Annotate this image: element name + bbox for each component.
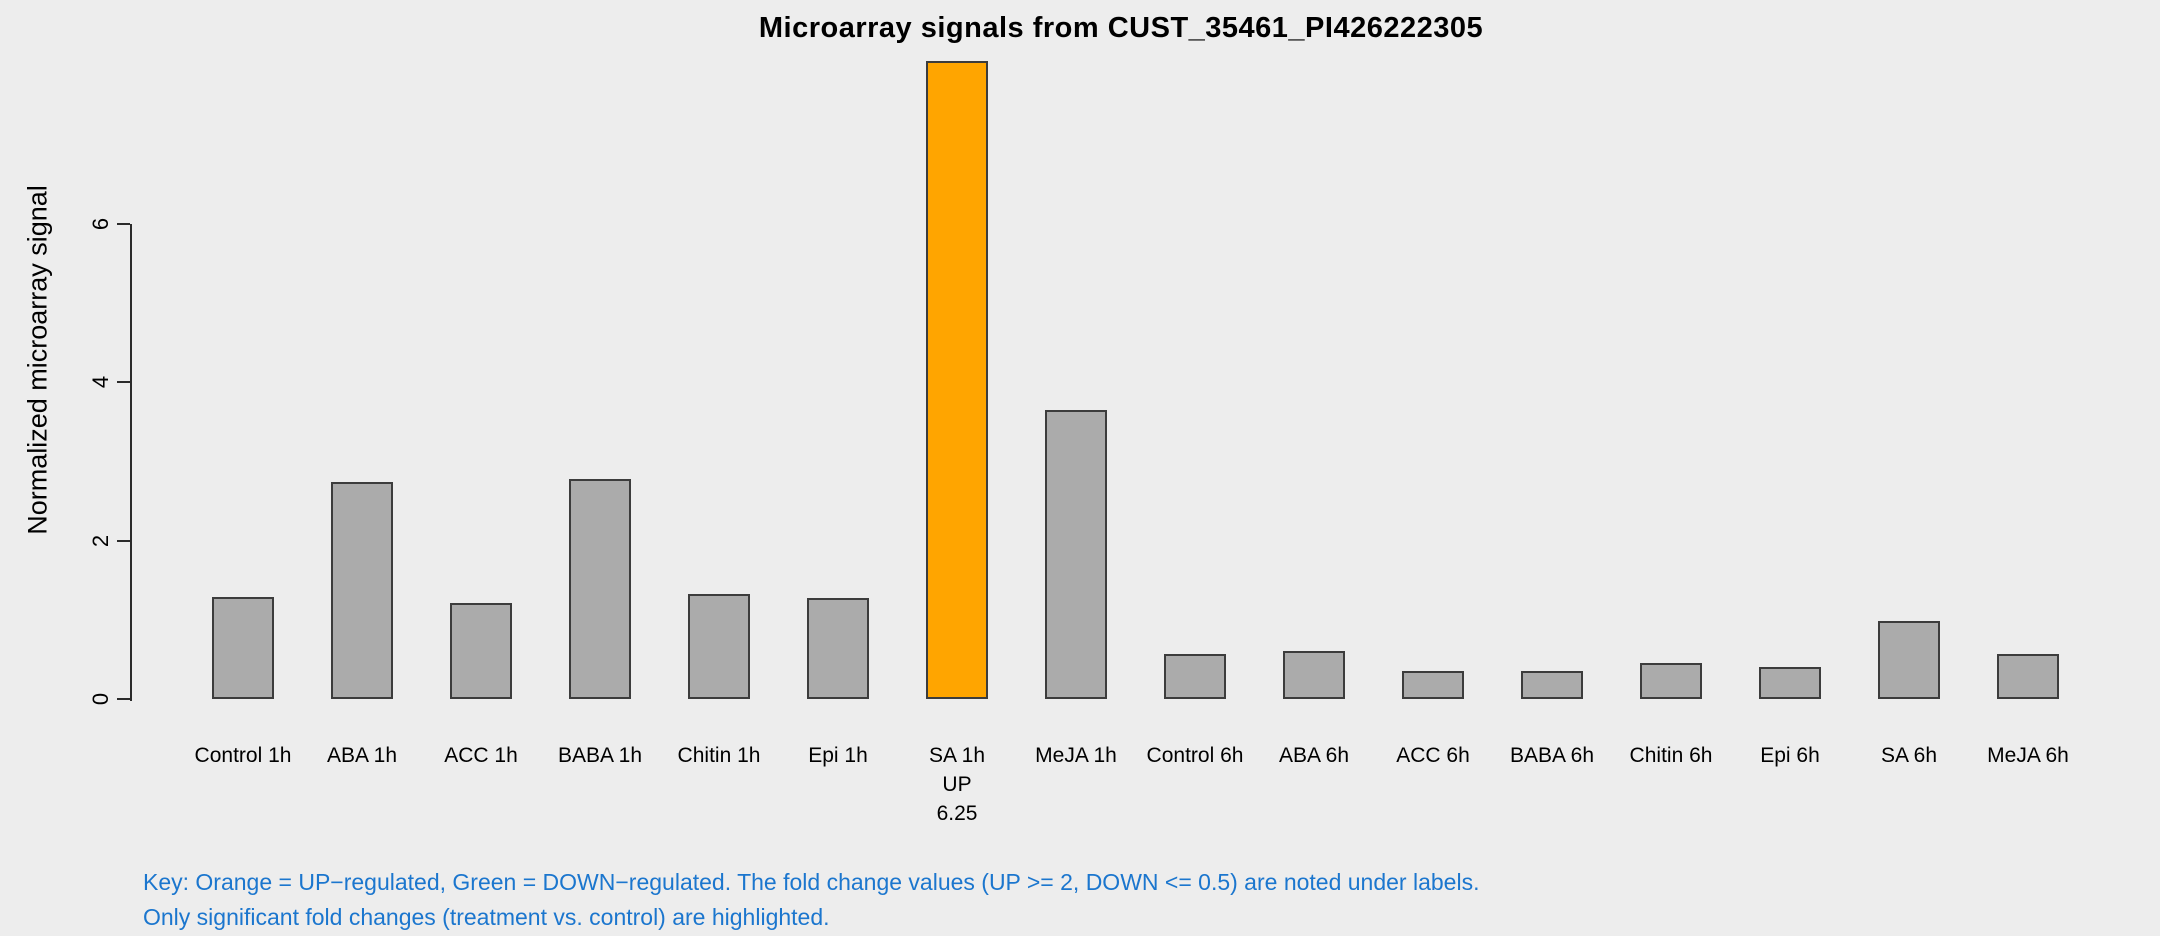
x-axis-label: Control 1h [194,744,292,767]
x-axis-label: Chitin 6h [1629,744,1713,767]
bar-sa-1h [926,61,988,699]
x-axis-label: Control 6h [1146,744,1244,767]
y-tick-label: 2 [88,534,113,547]
bar-acc-6h [1402,671,1464,699]
y-axis-line [130,223,132,701]
bar-epi-6h [1759,667,1821,699]
fold-change-note: UP [942,773,972,796]
key-text-line-1: Key: Orange = UP−regulated, Green = DOWN… [143,869,1480,895]
bar-aba-1h [331,482,393,699]
y-tick [117,381,130,384]
x-axis-label: BABA 1h [557,744,643,767]
y-tick [117,539,130,542]
bar-aba-6h [1283,651,1345,699]
y-tick-label: 6 [88,217,113,231]
x-axis-label: SA 6h [1880,744,1938,767]
bar-baba-1h [569,479,631,699]
x-axis-label: ACC 1h [444,744,518,767]
bar-meja-6h [1997,654,2059,699]
bar-control-1h [212,597,274,699]
bar-epi-1h [807,598,869,699]
x-axis-label: SA 1h [928,744,986,767]
bar-control-6h [1164,654,1226,699]
x-axis-label: BABA 6h [1509,744,1595,767]
x-axis-label: ACC 6h [1396,744,1470,767]
bar-acc-1h [450,603,512,699]
bar-meja-1h [1045,410,1107,699]
x-axis-label: ABA 1h [326,744,398,767]
bar-chitin-1h [688,594,750,699]
bar-sa-6h [1878,621,1940,699]
key-text-line-2: Only significant fold changes (treatment… [143,904,830,930]
x-axis-label: Chitin 1h [677,744,761,767]
y-tick-label: 4 [88,376,113,389]
y-tick-label: 0 [88,692,113,706]
y-tick [117,222,130,225]
fold-change-note: 6.25 [936,802,978,825]
x-axis-label: MeJA 6h [1987,744,2069,767]
x-axis-label: Epi 1h [808,744,868,767]
x-axis-label: MeJA 1h [1035,744,1117,767]
bar-chitin-6h [1640,663,1702,699]
bar-baba-6h [1521,671,1583,699]
chart-title: Microarray signals from CUST_35461_PI426… [758,12,1484,44]
y-axis-title-text: Normalized microarray signal [22,185,53,535]
x-axis-label: ABA 6h [1278,744,1350,767]
x-axis-label: Epi 6h [1760,744,1820,767]
y-tick [117,698,130,700]
